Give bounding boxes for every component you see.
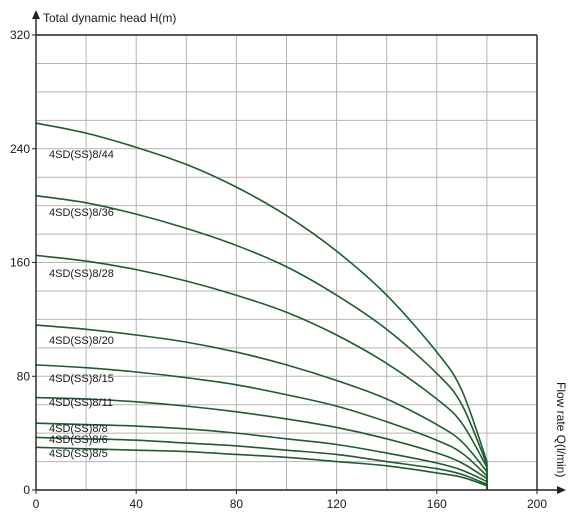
grid [35, 34, 538, 491]
performance-curves [35, 122, 488, 490]
series-label: 4SD(SS)8/44 [49, 149, 114, 161]
y-tick-label: 240 [10, 142, 30, 156]
series-line [35, 324, 488, 473]
series-label: 4SD(SS)8/6 [49, 434, 108, 446]
x-tick-label: 40 [130, 497, 144, 511]
x-axis-arrow-icon [557, 486, 566, 494]
y-tick-label: 80 [17, 369, 31, 383]
series-line [35, 446, 488, 487]
axes: 0 40 80 120 160 200 0 80 160 240 320 [10, 10, 566, 511]
y-axis-title: Total dynamic head H(m) [43, 11, 176, 25]
x-tick-label: 0 [33, 497, 40, 511]
series-line [35, 194, 488, 465]
y-axis-arrow-icon [32, 10, 40, 19]
series-line [35, 436, 488, 486]
series-line [35, 364, 488, 477]
y-tick-label: 0 [23, 483, 30, 497]
series-line [35, 422, 488, 483]
series-line [35, 254, 488, 468]
x-tick-label: 80 [230, 497, 244, 511]
series-label: 4SD(SS)8/15 [49, 373, 114, 385]
x-tick-label: 200 [527, 497, 547, 511]
x-axis-title: Flow rate Q(l/min) [554, 382, 568, 477]
series-line [35, 122, 488, 462]
series-label: 4SD(SS)8/20 [49, 335, 114, 347]
series-label: 4SD(SS)8/36 [49, 207, 114, 219]
series-label: 4SD(SS)8/11 [49, 397, 113, 409]
series-label: 4SD(SS)8/5 [49, 448, 108, 460]
x-tick-label: 120 [327, 497, 347, 511]
series-labels: 4SD(SS)8/44 4SD(SS)8/36 4SD(SS)8/28 4SD(SS)… [49, 149, 114, 460]
y-tick-label: 160 [10, 256, 30, 270]
y-tick-label: 320 [10, 28, 30, 42]
series-label: 4SD(SS)8/28 [49, 268, 114, 280]
series-line [35, 396, 488, 480]
x-tick-label: 160 [427, 497, 447, 511]
series-label: 4SD(SS)8/8 [49, 423, 108, 435]
